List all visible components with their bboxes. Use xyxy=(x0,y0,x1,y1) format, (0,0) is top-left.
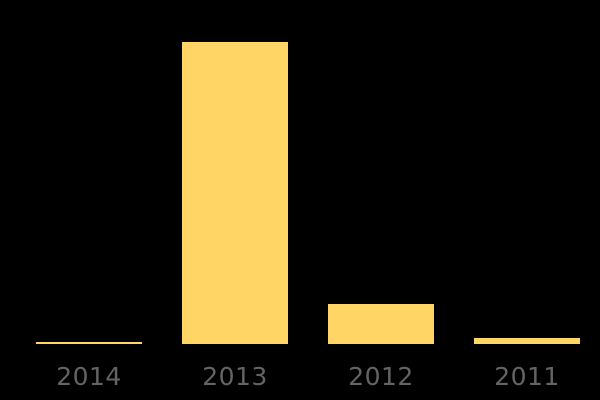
bar-2012 xyxy=(328,304,434,344)
x-tick-label-2014: 2014 xyxy=(56,362,122,391)
x-tick-label-2012: 2012 xyxy=(348,362,414,391)
x-tick-label-2011: 2011 xyxy=(494,362,560,391)
bar-2014 xyxy=(36,342,142,344)
x-tick-label-2013: 2013 xyxy=(202,362,268,391)
bar-2013 xyxy=(182,42,288,344)
bar-2011 xyxy=(474,338,580,344)
